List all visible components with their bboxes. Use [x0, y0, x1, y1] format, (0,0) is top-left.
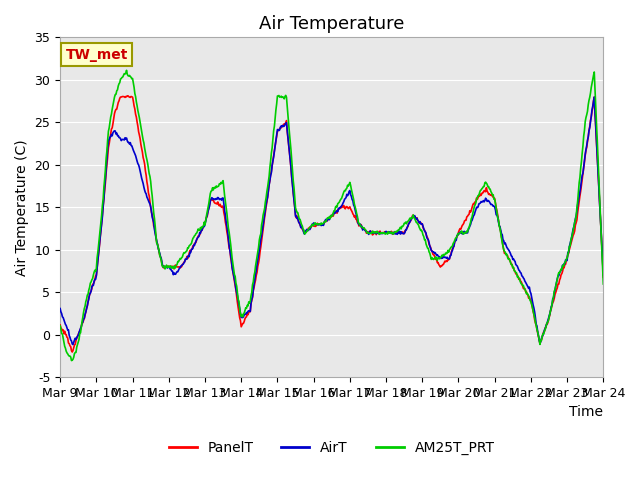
- AirT: [200, 223, 207, 229]
- AM25T_PRT: [325, 215, 333, 221]
- Legend: PanelT, AirT, AM25T_PRT: PanelT, AirT, AM25T_PRT: [163, 435, 500, 461]
- AM25T_PRT: [600, 281, 607, 287]
- PanelT: [177, 264, 185, 270]
- PanelT: [551, 291, 559, 297]
- Text: TW_met: TW_met: [65, 48, 128, 61]
- Text: Time: Time: [570, 405, 604, 419]
- AirT: [550, 289, 558, 295]
- AirT: [591, 94, 598, 100]
- AM25T_PRT: [551, 287, 559, 292]
- AirT: [69, 342, 77, 348]
- AM25T_PRT: [56, 323, 64, 329]
- PanelT: [200, 223, 208, 228]
- AirT: [600, 272, 607, 278]
- AirT: [324, 216, 332, 221]
- AM25T_PRT: [200, 219, 208, 225]
- AM25T_PRT: [431, 255, 439, 261]
- AM25T_PRT: [123, 68, 131, 73]
- AM25T_PRT: [68, 358, 76, 363]
- PanelT: [56, 322, 64, 328]
- AirT: [431, 250, 438, 256]
- PanelT: [325, 216, 333, 221]
- AM25T_PRT: [378, 230, 385, 236]
- Line: AirT: AirT: [60, 97, 604, 345]
- PanelT: [124, 93, 132, 99]
- AirT: [56, 306, 64, 312]
- Line: AM25T_PRT: AM25T_PRT: [60, 71, 604, 360]
- AM25T_PRT: [177, 256, 185, 262]
- Y-axis label: Air Temperature (C): Air Temperature (C): [15, 139, 29, 276]
- PanelT: [431, 256, 439, 262]
- PanelT: [68, 349, 76, 355]
- PanelT: [600, 274, 607, 280]
- Title: Air Temperature: Air Temperature: [259, 15, 404, 33]
- AirT: [377, 231, 385, 237]
- AirT: [176, 265, 184, 271]
- PanelT: [378, 230, 385, 236]
- Line: PanelT: PanelT: [60, 96, 604, 352]
